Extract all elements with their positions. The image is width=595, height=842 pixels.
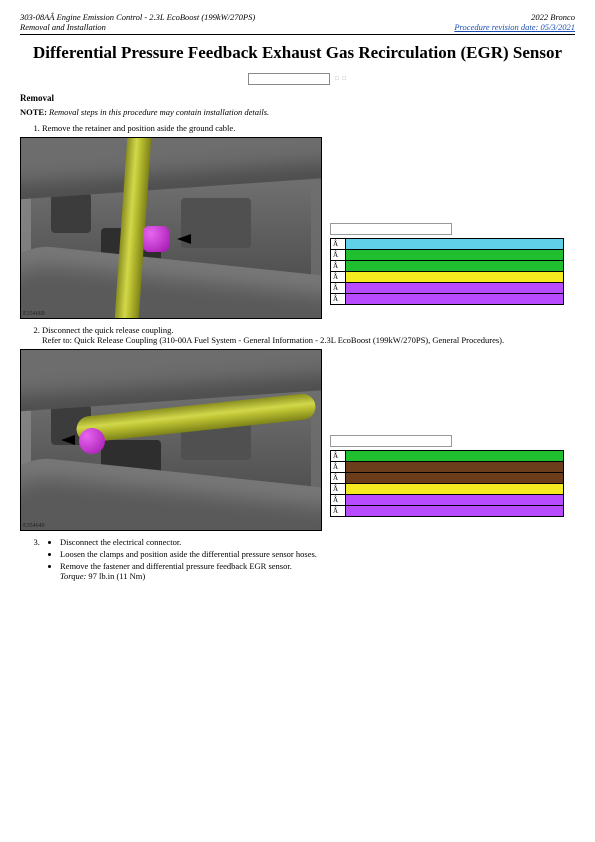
section-removal: Removal [20, 93, 575, 103]
search-input[interactable] [248, 73, 330, 85]
page-title: Differential Pressure Feedback Exhaust G… [20, 43, 575, 63]
revision-date-link[interactable]: Procedure revision date: 05/3/2021 [454, 22, 575, 32]
step-3: Disconnect the electrical connector. Loo… [42, 537, 575, 581]
search-icons: □ □ [335, 76, 347, 82]
step-1: Remove the retainer and position aside t… [42, 123, 575, 133]
header-right-1: 2022 Bronco [454, 12, 575, 22]
legend-2-input[interactable] [330, 435, 452, 447]
legend-1-input[interactable] [330, 223, 452, 235]
legend-1-table: Â Â Â Â Â Â [330, 238, 564, 305]
legend-2-table: Â Â Â Â Â Â [330, 450, 564, 517]
figure-1-tag: E354669 [23, 311, 45, 317]
figure-2-tag: E354640 [23, 523, 45, 529]
header-left-1: 303-08AÂ Engine Emission Control - 2.3L … [20, 12, 255, 22]
figure-1: E354669 [20, 137, 322, 319]
divider [20, 34, 575, 35]
step-2: Disconnect the quick release coupling. R… [42, 325, 575, 345]
note-text: Removal steps in this procedure may cont… [49, 107, 269, 117]
figure-2: E354640 [20, 349, 322, 531]
header-left-2: Removal and Installation [20, 22, 255, 32]
note-label: NOTE: [20, 107, 47, 117]
